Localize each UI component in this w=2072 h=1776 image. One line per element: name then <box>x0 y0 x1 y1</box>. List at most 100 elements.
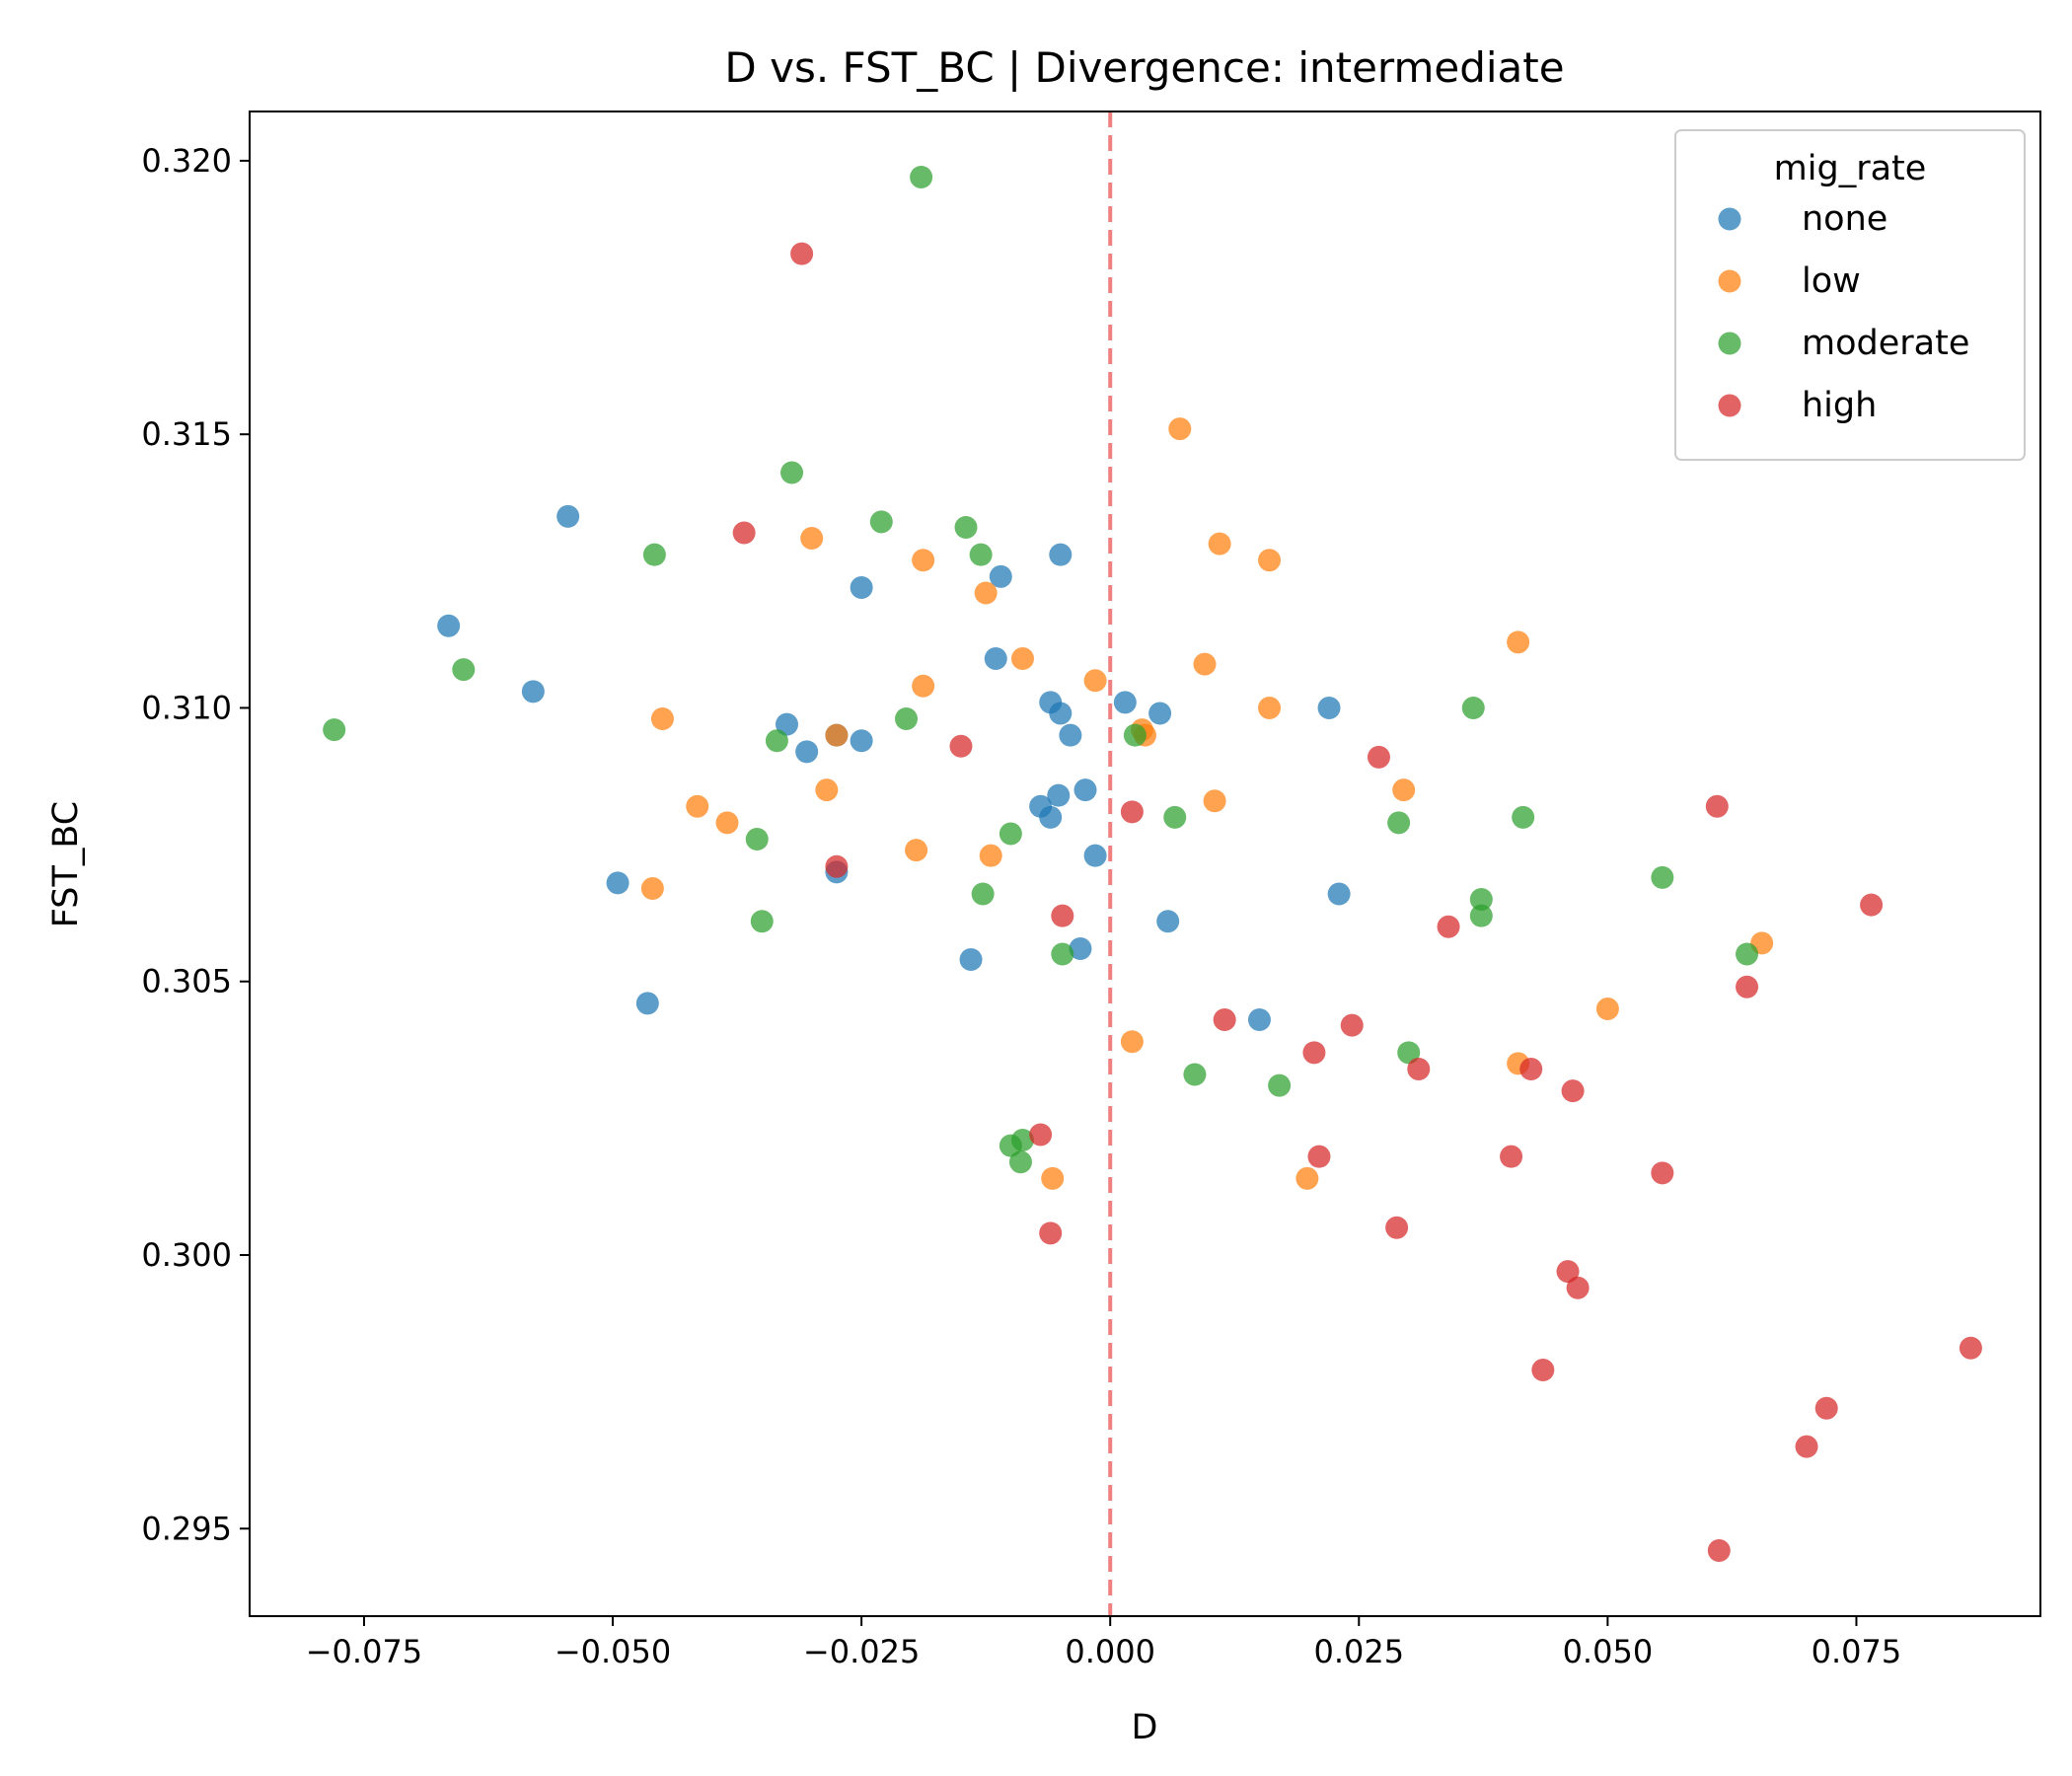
data-point-high <box>1561 1079 1585 1103</box>
data-point-low <box>1120 1030 1144 1054</box>
x-tick-label: 0.050 <box>1563 1633 1654 1670</box>
data-point-low <box>912 674 935 698</box>
data-point-high <box>1039 1221 1063 1245</box>
data-point-moderate <box>999 822 1022 846</box>
series-high <box>732 242 1982 1562</box>
data-point-low <box>825 723 849 747</box>
data-point-moderate <box>1051 942 1074 966</box>
legend-label-low: low <box>1802 261 1861 301</box>
data-point-moderate <box>1163 805 1187 829</box>
data-point-high <box>949 734 973 758</box>
data-point-none <box>1148 702 1172 725</box>
data-point-moderate <box>954 515 978 539</box>
data-point-none <box>1049 543 1073 566</box>
data-point-high <box>1959 1336 1982 1360</box>
data-point-low <box>974 581 998 605</box>
y-tick-label: 0.310 <box>141 689 232 726</box>
data-point-low <box>979 844 1002 867</box>
data-point-high <box>1385 1216 1409 1239</box>
legend: mig_rate none low moderate high <box>1674 129 2026 461</box>
data-point-moderate <box>1387 811 1411 835</box>
x-axis-label: D <box>1132 1708 1158 1747</box>
data-point-moderate <box>1469 904 1493 927</box>
x-tick-label: 0.000 <box>1065 1633 1155 1670</box>
data-point-high <box>1407 1057 1431 1080</box>
data-point-moderate <box>1008 1150 1032 1174</box>
data-point-none <box>1073 778 1097 802</box>
data-point-moderate <box>765 729 788 753</box>
data-point-low <box>1010 647 1034 671</box>
data-point-high <box>1519 1057 1543 1080</box>
data-point-none <box>850 575 873 599</box>
data-point-low <box>800 527 824 551</box>
data-point-moderate <box>1268 1073 1292 1097</box>
x-tick-label: −0.075 <box>306 1633 422 1670</box>
data-point-low <box>1203 789 1226 813</box>
data-point-none <box>1039 805 1063 829</box>
data-point-moderate <box>895 707 918 731</box>
data-point-none <box>1047 783 1071 807</box>
legend-box <box>1674 129 2026 461</box>
data-point-none <box>1113 691 1137 714</box>
data-point-none <box>556 504 580 528</box>
data-point-moderate <box>780 461 804 484</box>
data-point-low <box>1595 997 1619 1020</box>
legend-label-high: high <box>1802 386 1877 425</box>
data-point-high <box>1705 794 1729 818</box>
y-tick-label: 0.320 <box>141 142 232 180</box>
plot-area <box>323 111 1982 1616</box>
legend-entries: none low moderate high <box>1718 199 1969 425</box>
legend-marker-moderate <box>1718 332 1741 355</box>
data-point-none <box>984 647 1007 671</box>
data-point-high <box>1795 1435 1818 1458</box>
data-point-low <box>650 707 674 731</box>
data-point-high <box>1566 1276 1590 1299</box>
axis-ticks: −0.075 −0.050 −0.025 0.000 0.025 0.050 0.075 0.… <box>141 142 1901 1670</box>
data-point-high <box>1860 893 1884 917</box>
legend-marker-none <box>1718 207 1741 231</box>
data-point-high <box>790 242 814 265</box>
data-point-high <box>1029 1123 1053 1147</box>
data-point-high <box>1814 1396 1838 1420</box>
legend-label-moderate: moderate <box>1802 324 1969 363</box>
data-point-low <box>1083 669 1107 693</box>
data-point-none <box>989 564 1012 588</box>
data-point-moderate <box>1010 1129 1034 1152</box>
data-point-moderate <box>1397 1041 1421 1065</box>
data-point-high <box>1736 975 1759 999</box>
data-point-moderate <box>452 658 476 682</box>
data-point-none <box>1327 882 1351 906</box>
data-point-moderate <box>1123 723 1147 747</box>
data-point-moderate <box>323 718 346 742</box>
data-point-none <box>795 740 819 764</box>
data-point-moderate <box>745 828 769 851</box>
legend-title: mig_rate <box>1774 149 1927 188</box>
data-point-low <box>715 811 739 835</box>
data-point-high <box>1051 904 1074 927</box>
data-point-moderate <box>1736 942 1759 966</box>
data-point-none <box>1069 936 1092 960</box>
legend-marker-low <box>1718 269 1741 293</box>
data-point-none <box>606 871 629 895</box>
data-point-high <box>1556 1260 1580 1284</box>
data-point-low <box>815 778 839 802</box>
data-point-low <box>1507 630 1530 654</box>
data-point-low <box>905 839 928 862</box>
data-point-none <box>1059 723 1082 747</box>
data-point-moderate <box>750 910 774 933</box>
series-low <box>640 417 1774 1190</box>
data-point-none <box>959 948 983 972</box>
data-point-high <box>1367 745 1390 769</box>
data-point-none <box>521 680 545 703</box>
data-point-moderate <box>869 510 893 534</box>
x-tick-label: 0.075 <box>1812 1633 1902 1670</box>
y-tick-label: 0.305 <box>141 963 232 1000</box>
data-point-low <box>1258 549 1282 572</box>
data-point-high <box>1340 1013 1364 1037</box>
data-point-high <box>1531 1358 1555 1381</box>
data-point-moderate <box>1469 888 1493 912</box>
data-point-none <box>1156 910 1180 933</box>
y-tick-label: 0.295 <box>141 1510 232 1547</box>
data-point-moderate <box>910 166 933 189</box>
